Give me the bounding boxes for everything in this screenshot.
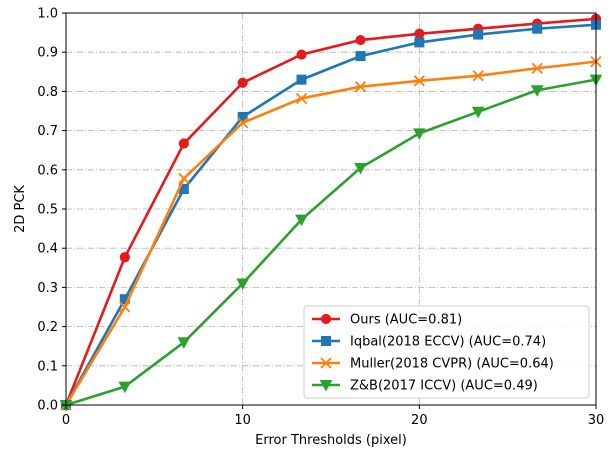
y-tick-label: 0.1 bbox=[37, 359, 58, 374]
x-tick-label: 10 bbox=[234, 413, 251, 428]
legend-label: Iqbal(2018 ECCV) (AUC=0.74) bbox=[350, 335, 546, 350]
y-tick-label: 0.0 bbox=[37, 399, 58, 414]
y-tick-label: 1.0 bbox=[37, 7, 58, 22]
legend: Ours (AUC=0.81) Iqbal(2018 ECCV) (AUC=0.7… bbox=[304, 306, 589, 398]
x-tick-label: 0 bbox=[62, 413, 70, 428]
data-point bbox=[179, 139, 188, 148]
data-point bbox=[474, 30, 483, 39]
y-tick-label: 0.9 bbox=[37, 46, 58, 61]
legend-marker bbox=[322, 337, 331, 346]
legend-label: Muller(2018 CVPR) (AUC=0.64) bbox=[350, 357, 554, 372]
data-point bbox=[120, 253, 129, 262]
data-point bbox=[356, 52, 365, 61]
data-point bbox=[414, 129, 425, 139]
data-point bbox=[297, 75, 306, 84]
x-tick-label: 30 bbox=[588, 413, 605, 428]
data-point bbox=[356, 35, 365, 44]
legend-marker bbox=[321, 314, 330, 323]
y-tick-label: 0.5 bbox=[37, 203, 58, 218]
y-tick-label: 0.8 bbox=[37, 85, 58, 100]
x-axis-label: Error Thresholds (pixel) bbox=[255, 433, 407, 448]
y-tick-label: 0.3 bbox=[37, 281, 58, 296]
y-axis-label: 2D PCK bbox=[13, 185, 28, 233]
data-point bbox=[415, 29, 424, 38]
data-point bbox=[415, 38, 424, 47]
data-point bbox=[533, 24, 542, 33]
legend-label: Ours (AUC=0.81) bbox=[350, 313, 462, 328]
x-tick-label: 20 bbox=[411, 413, 428, 428]
data-point bbox=[179, 173, 189, 183]
data-point bbox=[297, 50, 306, 59]
y-tick-label: 0.7 bbox=[37, 124, 58, 139]
y-tick-label: 0.2 bbox=[37, 320, 58, 335]
data-point bbox=[238, 78, 247, 87]
y-tick-label: 0.4 bbox=[37, 242, 58, 257]
y-tick-label: 0.6 bbox=[37, 163, 58, 178]
legend-label: Z&B(2017 ICCV) (AUC=0.49) bbox=[350, 379, 538, 394]
